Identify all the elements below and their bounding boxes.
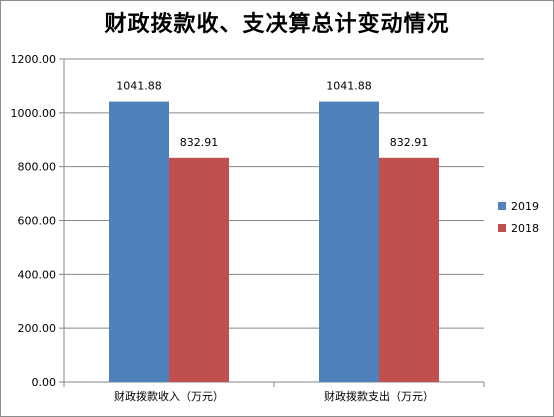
legend-label-2019: 2019	[511, 200, 539, 213]
y-tick-label: 1000.00	[11, 107, 57, 120]
legend-label-2018: 2018	[511, 222, 539, 235]
data-label: 1041.88	[326, 80, 372, 93]
bar-2019	[319, 101, 379, 382]
bar-2019	[109, 101, 169, 382]
y-tick-label: 200.00	[18, 322, 57, 335]
data-label: 832.91	[180, 136, 219, 149]
legend-swatch-2019	[498, 202, 506, 210]
chart-title: 财政拨款收、支决算总计变动情况	[104, 11, 450, 37]
labels: 0.00 200.00 400.00 600.00 800.00 1000.00 1200.…	[11, 53, 435, 403]
y-tick-label: 800.00	[18, 161, 57, 174]
y-tick-label: 0.00	[32, 376, 57, 389]
y-tick-label: 400.00	[18, 268, 57, 281]
legend: 2019 2018	[498, 200, 539, 235]
y-tick-label: 600.00	[18, 215, 57, 228]
data-label: 832.91	[390, 136, 429, 149]
x-category-label: 财政拨款收入（万元）	[114, 389, 224, 403]
y-tick-label: 1200.00	[11, 53, 57, 66]
legend-swatch-2018	[498, 224, 506, 232]
bars	[109, 101, 439, 382]
bar-2018	[379, 157, 439, 382]
bar-2018	[169, 157, 229, 382]
x-category-label: 财政拨款支出（万元）	[324, 389, 434, 403]
data-label: 1041.88	[116, 80, 162, 93]
